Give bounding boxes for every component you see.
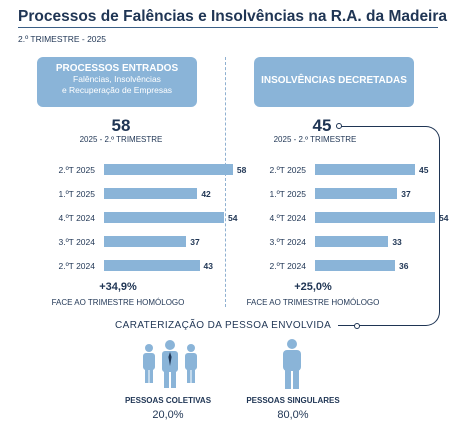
bar-label: 2.ºT 2024 bbox=[58, 261, 95, 271]
processos-entrados-title: PROCESSOS ENTRADOS bbox=[55, 63, 179, 74]
bar-label: 4.ºT 2024 bbox=[269, 213, 306, 223]
panel-divider bbox=[225, 57, 226, 307]
group-people-icon bbox=[140, 339, 200, 389]
pessoas-singulares-label: PESSOAS SINGULARES bbox=[246, 396, 340, 405]
bar-value: 36 bbox=[399, 261, 409, 271]
bar-value: 42 bbox=[201, 189, 211, 199]
connector-dot-bottom bbox=[354, 323, 360, 329]
processos-entrados-change-caption: FACE AO TRIMESTRE HOMÓLOGO bbox=[51, 298, 185, 307]
bar-value: 37 bbox=[401, 189, 411, 199]
pessoas-coletivas-value: 20,0% bbox=[152, 409, 184, 421]
bar-label: 2.ºT 2024 bbox=[269, 261, 306, 271]
bar bbox=[104, 212, 224, 223]
bar-value: 37 bbox=[190, 237, 200, 247]
bar-value: 33 bbox=[392, 237, 402, 247]
bar-value: 45 bbox=[419, 165, 429, 175]
insolvencias-decretadas-header: INSOLVÊNCIAS DECRETADAS bbox=[254, 57, 414, 107]
bar-label: 4.ºT 2024 bbox=[58, 213, 95, 223]
bar bbox=[315, 188, 398, 199]
insolvencias-decretadas-value: 45 bbox=[312, 116, 332, 135]
bar-label: 1.ºT 2025 bbox=[58, 189, 95, 199]
bar-label: 1.ºT 2025 bbox=[269, 189, 306, 199]
bar bbox=[315, 236, 389, 247]
pessoas-coletivas-label: PESSOAS COLETIVAS bbox=[124, 396, 212, 405]
bar-label: 2.ºT 2025 bbox=[269, 165, 306, 175]
bar-value: 43 bbox=[203, 261, 214, 271]
bar bbox=[104, 260, 200, 271]
bar bbox=[104, 164, 233, 175]
bar-value: 58 bbox=[236, 165, 247, 175]
insolvencias-decretadas-title: INSOLVÊNCIAS DECRETADAS bbox=[261, 75, 407, 86]
processos-entrados-subtitle-2: e Recuperação de Empresas bbox=[61, 85, 173, 95]
title-rule bbox=[18, 27, 438, 28]
processos-entrados-change: +34,9% bbox=[99, 281, 137, 293]
bar-label: 2.ºT 2025 bbox=[58, 165, 95, 175]
person-icon bbox=[280, 338, 304, 390]
connector-line bbox=[338, 126, 440, 326]
processos-entrados-value: 58 bbox=[111, 116, 131, 135]
pessoas-singulares-value: 80,0% bbox=[277, 409, 309, 421]
connector-dot-top bbox=[336, 123, 342, 129]
page-subtitle: 2.º TRIMESTRE - 2025 bbox=[18, 34, 106, 44]
page-title: Processos de Falências e Insolvências na… bbox=[18, 8, 448, 25]
bar bbox=[315, 260, 395, 271]
bar bbox=[104, 236, 187, 247]
bar-value: 54 bbox=[439, 213, 449, 223]
processos-entrados-period: 2025 - 2.º TRIMESTRE bbox=[79, 135, 163, 144]
bar bbox=[315, 212, 435, 223]
bar-label: 3.ºT 2024 bbox=[269, 237, 306, 247]
bar bbox=[104, 188, 198, 199]
insolvencias-decretadas-change-caption: FACE AO TRIMESTRE HOMÓLOGO bbox=[246, 298, 380, 307]
insolvencias-decretadas-change: +25,0% bbox=[294, 281, 332, 293]
characterization-label: CARATERIZAÇÃO DA PESSOA ENVOLVIDA bbox=[115, 320, 332, 331]
bar-label: 3.ºT 2024 bbox=[58, 237, 95, 247]
processos-entrados-subtitle-1: Falências, Insolvências bbox=[73, 74, 161, 84]
bar bbox=[315, 164, 415, 175]
processos-entrados-header: PROCESSOS ENTRADOS Falências, Insolvênci… bbox=[37, 57, 197, 107]
insolvencias-decretadas-period: 2025 - 2.º TRIMESTRE bbox=[273, 135, 357, 144]
bar-value: 54 bbox=[228, 213, 238, 223]
